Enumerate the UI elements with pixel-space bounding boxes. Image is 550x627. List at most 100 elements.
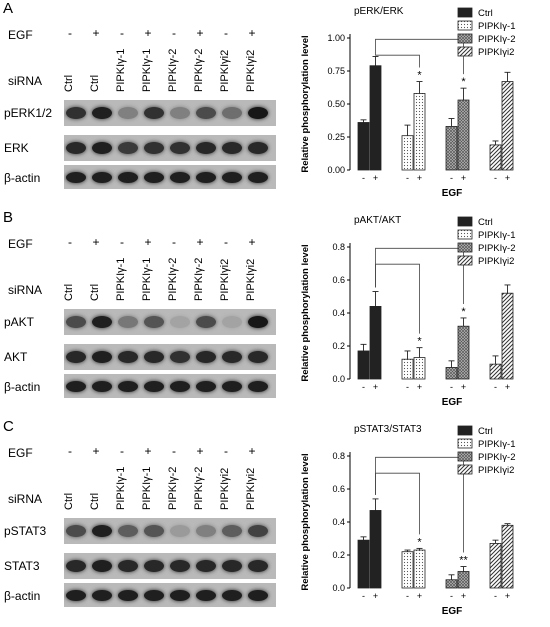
x-sign: - bbox=[362, 591, 365, 601]
blot-band bbox=[248, 171, 268, 183]
western-blot-strip bbox=[64, 165, 276, 189]
blot-row-label: pERK1/2 bbox=[4, 106, 53, 120]
x-sign: + bbox=[505, 173, 510, 183]
blot-band bbox=[196, 171, 216, 183]
blot-band bbox=[196, 142, 216, 154]
panel-c: C EGF - + - + - + - + siRNA Ctrl Ctrl PIPKIγ‑1 PIPKIγ… bbox=[0, 418, 550, 627]
western-blot-strip bbox=[64, 309, 276, 335]
blot-band bbox=[196, 351, 216, 363]
significance-star: * bbox=[417, 536, 422, 548]
bar bbox=[501, 524, 514, 589]
lane-label: Ctrl bbox=[89, 492, 101, 510]
chart-title: pERK/ERK bbox=[354, 6, 404, 17]
x-sign: - bbox=[494, 591, 497, 601]
blot-band bbox=[66, 351, 86, 363]
bar bbox=[457, 571, 470, 589]
blot-band bbox=[66, 171, 86, 183]
y-tick-label: 1.00 bbox=[327, 33, 345, 43]
chart-title: pSTAT3/STAT3 bbox=[354, 424, 422, 435]
legend-label: PIPKIγi2 bbox=[478, 256, 514, 267]
blot-band bbox=[248, 316, 268, 328]
y-axis-label: Relative phosphorylation level bbox=[300, 35, 311, 172]
blot-band bbox=[196, 525, 216, 537]
western-blot-strip bbox=[64, 583, 276, 607]
lane-label: Ctrl bbox=[89, 74, 101, 92]
egf-sign: - bbox=[120, 444, 124, 458]
lane-label: PIPKIγi2 bbox=[245, 258, 257, 301]
blot-band bbox=[170, 316, 190, 328]
y-tick-label: 0.4 bbox=[332, 308, 345, 318]
blot-row-label: pAKT bbox=[4, 315, 35, 329]
chart-title: pAKT/AKT bbox=[354, 215, 401, 226]
blot-band bbox=[66, 560, 86, 572]
bar bbox=[457, 99, 470, 171]
egf-sign: - bbox=[172, 235, 176, 249]
x-sign: + bbox=[373, 382, 378, 392]
y-tick-label: 0.6 bbox=[332, 275, 345, 285]
x-sign: + bbox=[373, 591, 378, 601]
blot-row-label: AKT bbox=[4, 350, 28, 364]
egf-sign: + bbox=[144, 444, 152, 458]
panel-letter: B bbox=[3, 209, 14, 226]
blot-row-label: β-actin bbox=[4, 380, 41, 394]
bar-chart: pSTAT3/STAT3 Relative phosphorylation lev… bbox=[300, 424, 516, 617]
legend-swatch bbox=[457, 229, 473, 240]
egf-sign: - bbox=[120, 26, 124, 40]
bar-chart: pAKT/AKT Relative phosphorylation level 0.… bbox=[300, 215, 516, 408]
lane-label: PIPKIγ‑1 bbox=[141, 257, 153, 301]
bar bbox=[413, 549, 426, 589]
blot-band bbox=[92, 171, 112, 183]
blot-row-label: STAT3 bbox=[4, 559, 40, 573]
blot-band bbox=[170, 589, 190, 601]
bar bbox=[357, 122, 370, 171]
x-sign: - bbox=[494, 382, 497, 392]
blot-band bbox=[248, 589, 268, 601]
x-sign: - bbox=[450, 591, 453, 601]
panel-a: A EGF - + - + - + - + siRNA Ctrl Ctrl PIPKIγ‑1 PIPKIγ… bbox=[0, 0, 550, 209]
blot-band bbox=[170, 380, 190, 392]
blot-band bbox=[66, 107, 86, 119]
sirna-label: siRNA bbox=[8, 74, 43, 88]
western-blot-strip bbox=[64, 135, 276, 161]
bar bbox=[413, 93, 426, 171]
lane-label: PIPKIγi2 bbox=[219, 467, 231, 510]
blot-band bbox=[144, 107, 164, 119]
western-blot-strip bbox=[64, 553, 276, 579]
bar bbox=[445, 367, 458, 380]
comparison-bracket bbox=[375, 472, 420, 535]
blot-band bbox=[144, 589, 164, 601]
blot-band bbox=[92, 316, 112, 328]
blot-band bbox=[144, 351, 164, 363]
significance-star: * bbox=[461, 306, 466, 318]
bar bbox=[369, 65, 382, 171]
legend-label: PIPKIγ-1 bbox=[478, 439, 516, 450]
blot-band bbox=[170, 171, 190, 183]
bar bbox=[457, 325, 470, 380]
x-sign: - bbox=[362, 382, 365, 392]
blot-band bbox=[196, 380, 216, 392]
y-tick-label: 0.2 bbox=[332, 550, 345, 560]
blot-band bbox=[118, 142, 138, 154]
legend-swatch bbox=[457, 33, 473, 44]
egf-sign: + bbox=[196, 444, 204, 458]
blot-band bbox=[118, 380, 138, 392]
blot-row-label: ERK bbox=[4, 141, 29, 155]
y-tick-label: 0.00 bbox=[327, 165, 345, 175]
x-sign: - bbox=[406, 173, 409, 183]
blot-band bbox=[248, 107, 268, 119]
egf-sign: + bbox=[196, 235, 204, 249]
legend-swatch bbox=[457, 451, 473, 462]
egf-sign: - bbox=[172, 26, 176, 40]
blot-band bbox=[92, 525, 112, 537]
egf-sign: + bbox=[248, 444, 256, 458]
egf-label: EGF bbox=[8, 28, 33, 42]
egf-label: EGF bbox=[8, 237, 33, 251]
western-blot-strip bbox=[64, 100, 276, 126]
lane-label: PIPKIγ‑1 bbox=[141, 48, 153, 92]
egf-sign: - bbox=[224, 444, 228, 458]
bar bbox=[401, 551, 414, 589]
lane-label: PIPKIγ‑2 bbox=[167, 466, 179, 510]
legend-swatch bbox=[457, 255, 473, 266]
egf-sign: + bbox=[196, 26, 204, 40]
legend-label: PIPKIγ-2 bbox=[478, 243, 516, 254]
